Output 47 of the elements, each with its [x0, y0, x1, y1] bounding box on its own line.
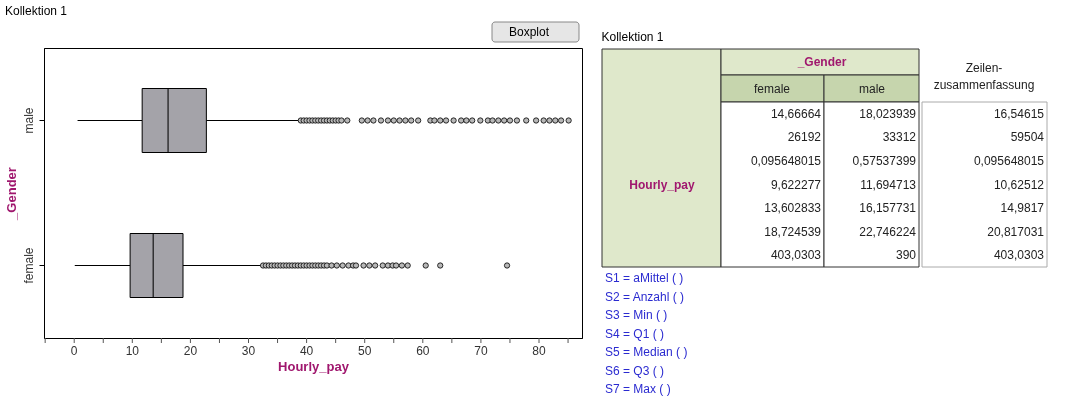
text: 10,62512 [993, 177, 1045, 192]
x-tick-label: 40 [299, 344, 314, 358]
text: 0,095648015 [750, 154, 822, 168]
text: 59504 [1010, 130, 1045, 145]
text: 0,095648015 [973, 154, 1045, 168]
text: S3 = Min ( ) [605, 308, 668, 322]
text: S1 = aMittel ( ) [605, 271, 684, 285]
text: 18,724539 [764, 224, 822, 239]
x-tick-label: 60 [416, 344, 430, 358]
text: 16,54615 [993, 106, 1045, 121]
x-tick-label: 30 [241, 344, 256, 358]
text: Kollektion 1 [601, 30, 664, 44]
text: 13,602833 [764, 201, 822, 216]
y-axis-title: _Gender [3, 167, 19, 221]
text: female [753, 82, 791, 96]
x-tick-label: 0 [70, 344, 78, 358]
text: 390 [895, 248, 917, 263]
x-tick-label: 20 [183, 344, 198, 358]
x-tick-label: 50 [358, 344, 372, 358]
chart-title: Kollektion 1 [5, 3, 68, 18]
text: S4 = Q1 ( ) [605, 326, 665, 341]
x-tick-label: 70 [474, 344, 488, 358]
x-axis-title: Hourly_pay [278, 358, 350, 374]
text: 14,66664 [770, 106, 822, 121]
text: Zeilen- zusammenfassung [933, 61, 1035, 92]
text: 16,157731 [859, 201, 917, 216]
text: 18,023939 [859, 106, 917, 121]
text: 20,817031 [987, 224, 1045, 239]
text: S5 = Median ( ) [605, 345, 688, 359]
text: _Gender [796, 55, 847, 69]
text: 403,0303 [770, 248, 822, 263]
text: S7 = Max ( ) [605, 382, 671, 396]
x-tick-label: 10 [125, 344, 140, 358]
text: S2 = Anzahl ( ) [605, 289, 685, 304]
text: 14,9817 [1000, 201, 1045, 216]
text: 26192 [787, 130, 822, 145]
text: S6 = Q3 ( ) [605, 363, 665, 378]
x-tick-label: 80 [532, 344, 546, 358]
text: 9,622277 [770, 177, 822, 192]
text: 11,694713 [860, 177, 917, 192]
text: Hourly_pay [629, 178, 695, 192]
text: 33312 [882, 130, 917, 145]
text: 403,0303 [993, 248, 1045, 263]
text: male [858, 82, 886, 96]
text: 0,57537399 [852, 154, 917, 168]
text: 22,746224 [859, 224, 917, 239]
text: Boxplot [508, 25, 550, 39]
